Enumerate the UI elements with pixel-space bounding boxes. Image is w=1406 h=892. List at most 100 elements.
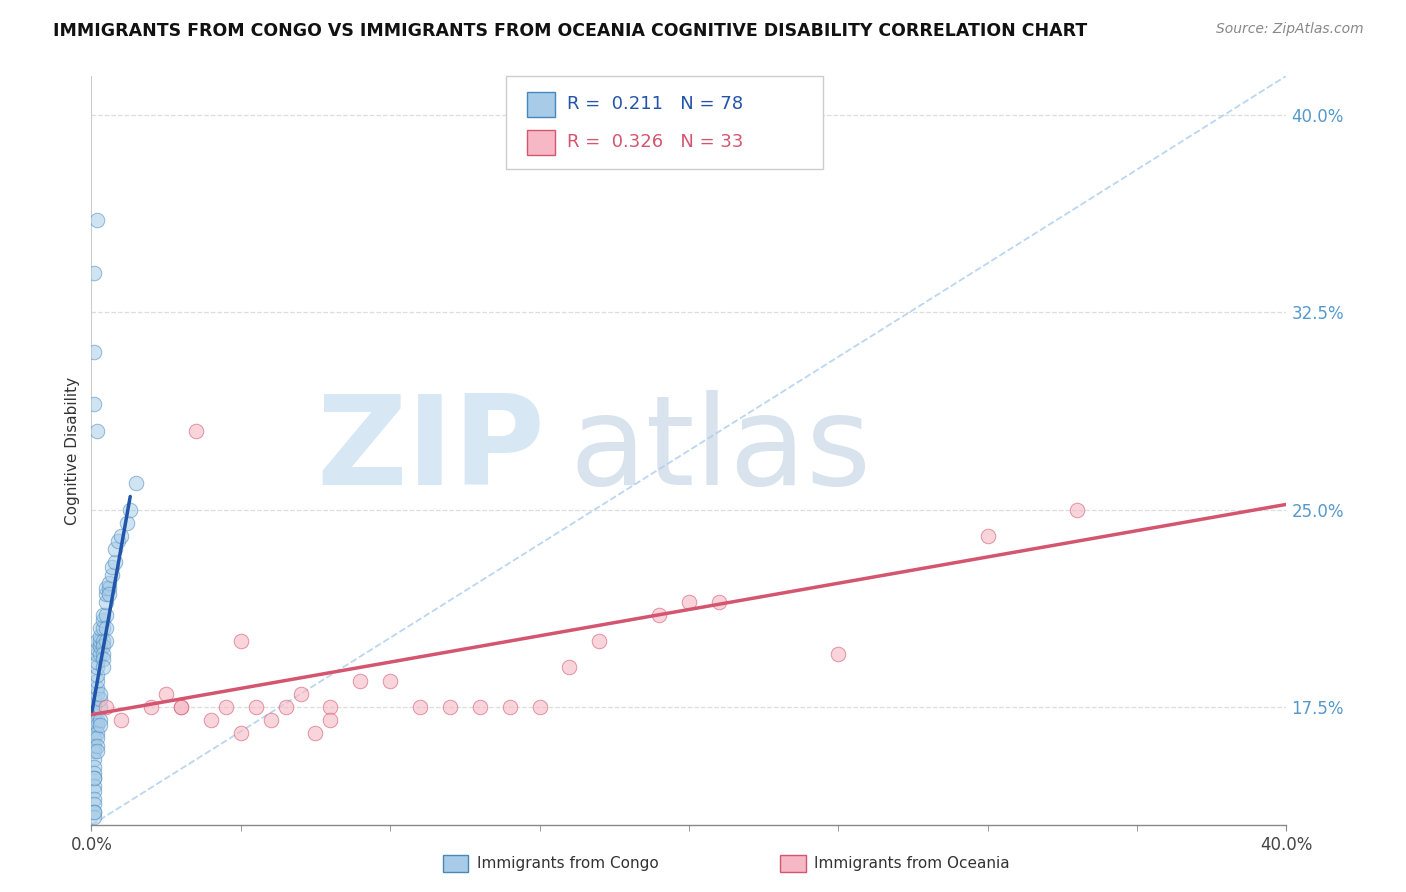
Point bbox=[125, 476, 148, 491]
Point bbox=[1066, 502, 1088, 516]
Point bbox=[96, 634, 118, 648]
Point bbox=[86, 681, 108, 696]
Point bbox=[89, 687, 111, 701]
Point bbox=[93, 621, 115, 635]
Point bbox=[558, 660, 581, 674]
Point bbox=[468, 699, 491, 714]
Point bbox=[229, 726, 252, 740]
Text: atlas: atlas bbox=[569, 390, 872, 511]
Point bbox=[83, 779, 105, 793]
Point bbox=[104, 555, 127, 569]
Point bbox=[499, 699, 522, 714]
Point bbox=[86, 739, 108, 754]
Text: R =  0.326   N = 33: R = 0.326 N = 33 bbox=[567, 134, 742, 152]
Point bbox=[83, 752, 105, 766]
Point bbox=[83, 792, 105, 806]
Point bbox=[89, 629, 111, 643]
Point bbox=[89, 647, 111, 661]
Point bbox=[83, 699, 105, 714]
Text: IMMIGRANTS FROM CONGO VS IMMIGRANTS FROM OCEANIA COGNITIVE DISABILITY CORRELATIO: IMMIGRANTS FROM CONGO VS IMMIGRANTS FROM… bbox=[53, 22, 1088, 40]
Point bbox=[96, 594, 118, 608]
Point bbox=[83, 771, 105, 785]
Point bbox=[89, 699, 111, 714]
Point bbox=[290, 687, 312, 701]
Point bbox=[83, 699, 105, 714]
Point bbox=[86, 668, 108, 682]
Point bbox=[89, 634, 111, 648]
Text: R =  0.211   N = 78: R = 0.211 N = 78 bbox=[567, 95, 742, 113]
Point bbox=[380, 673, 402, 688]
Point bbox=[86, 655, 108, 669]
Point bbox=[93, 607, 115, 622]
Point bbox=[155, 687, 177, 701]
Point bbox=[107, 534, 129, 549]
Point bbox=[101, 568, 124, 582]
Point bbox=[319, 713, 342, 727]
Point bbox=[827, 647, 849, 661]
Point bbox=[83, 692, 105, 706]
Point bbox=[200, 713, 222, 727]
Point bbox=[96, 587, 118, 601]
Text: Immigrants from Congo: Immigrants from Congo bbox=[477, 856, 658, 871]
Point bbox=[976, 529, 998, 543]
Point bbox=[89, 692, 111, 706]
Point bbox=[93, 640, 115, 654]
Point bbox=[229, 634, 252, 648]
Point bbox=[83, 713, 105, 727]
Point bbox=[86, 213, 108, 227]
Point bbox=[86, 718, 108, 732]
Point bbox=[101, 560, 124, 574]
Point bbox=[98, 587, 121, 601]
Point bbox=[83, 718, 105, 732]
Text: ZIP: ZIP bbox=[316, 390, 546, 511]
Point bbox=[184, 424, 207, 438]
Point bbox=[96, 699, 118, 714]
Point bbox=[110, 713, 132, 727]
Point bbox=[529, 699, 551, 714]
Point bbox=[83, 744, 105, 758]
Point bbox=[409, 699, 432, 714]
Point bbox=[83, 771, 105, 785]
Point bbox=[83, 805, 105, 819]
Point bbox=[83, 760, 105, 774]
Point bbox=[86, 673, 108, 688]
Point bbox=[141, 699, 163, 714]
Point bbox=[588, 634, 610, 648]
Point bbox=[86, 634, 108, 648]
Point bbox=[86, 660, 108, 674]
Point bbox=[93, 660, 115, 674]
Point bbox=[215, 699, 238, 714]
Point bbox=[93, 647, 115, 661]
Point bbox=[319, 699, 342, 714]
Point bbox=[89, 718, 111, 732]
Point bbox=[96, 621, 118, 635]
Point bbox=[245, 699, 267, 714]
Point bbox=[86, 687, 108, 701]
Text: Source: ZipAtlas.com: Source: ZipAtlas.com bbox=[1216, 22, 1364, 37]
Point bbox=[86, 726, 108, 740]
Point bbox=[98, 582, 121, 596]
Point bbox=[98, 576, 121, 591]
Point bbox=[259, 713, 281, 727]
Point bbox=[115, 516, 138, 530]
Point bbox=[83, 805, 105, 819]
Point bbox=[86, 647, 108, 661]
Y-axis label: Cognitive Disability: Cognitive Disability bbox=[65, 376, 80, 524]
Point bbox=[120, 502, 142, 516]
Point bbox=[83, 765, 105, 780]
Point bbox=[83, 707, 105, 722]
Point bbox=[304, 726, 326, 740]
Point bbox=[89, 713, 111, 727]
Point bbox=[96, 607, 118, 622]
Point bbox=[83, 397, 105, 411]
Text: Immigrants from Oceania: Immigrants from Oceania bbox=[814, 856, 1010, 871]
Point bbox=[93, 652, 115, 666]
Point bbox=[83, 797, 105, 811]
Point bbox=[83, 810, 105, 824]
Point bbox=[170, 699, 193, 714]
Point bbox=[83, 784, 105, 798]
Point bbox=[678, 594, 700, 608]
Point bbox=[83, 344, 105, 359]
Point bbox=[349, 673, 371, 688]
Point bbox=[93, 613, 115, 627]
